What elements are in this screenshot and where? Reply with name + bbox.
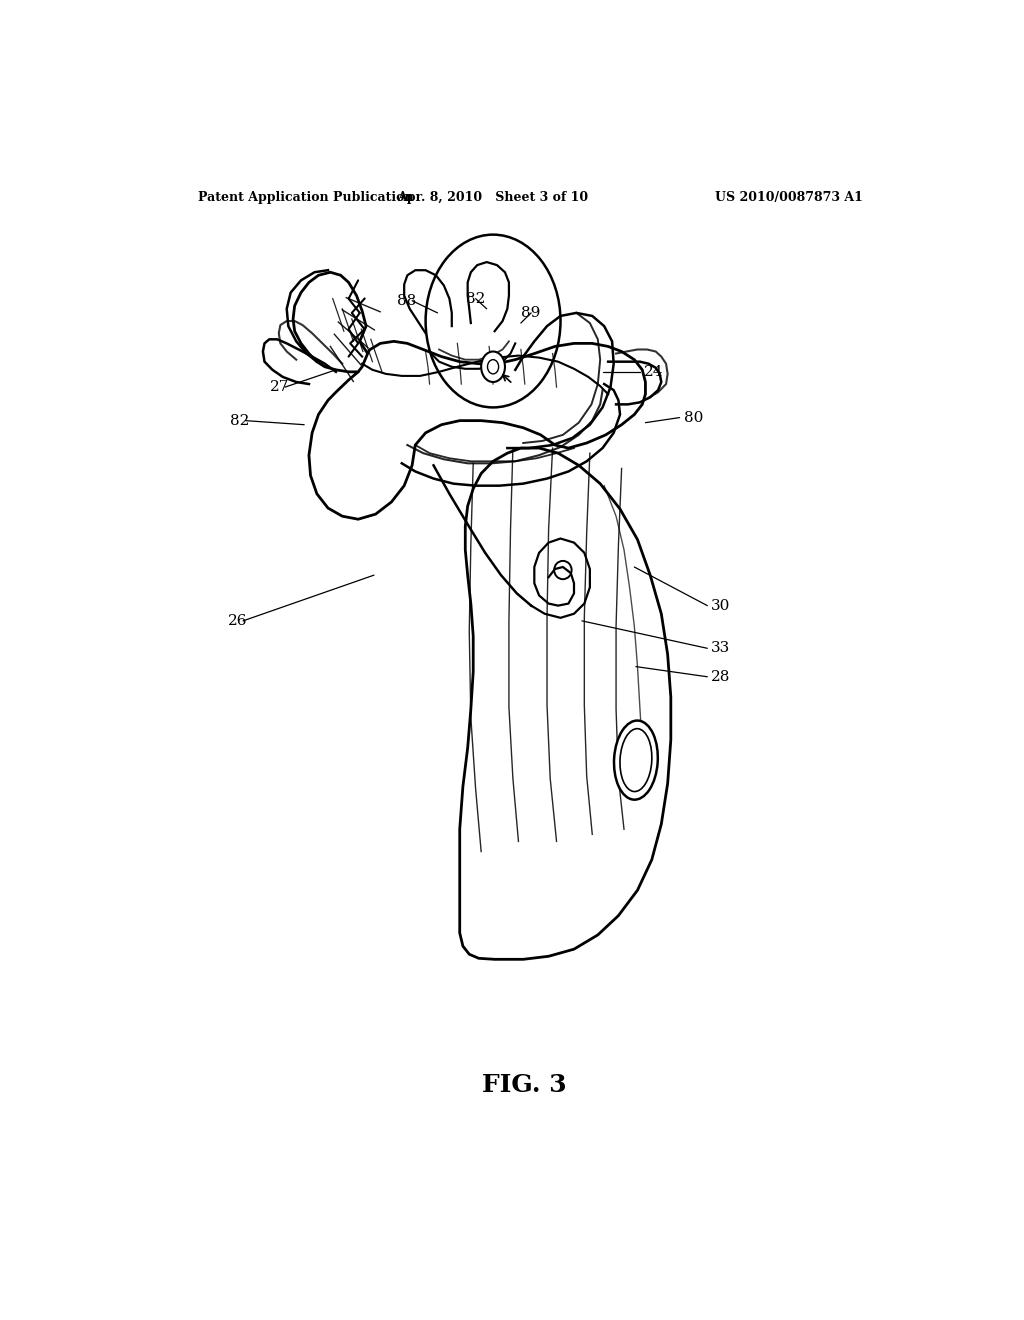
Text: 89: 89 [521,306,541,319]
Text: 27: 27 [269,380,289,395]
Circle shape [481,351,505,381]
Polygon shape [293,272,368,372]
Text: 88: 88 [397,293,416,308]
Polygon shape [460,447,671,960]
Ellipse shape [614,721,657,800]
Text: FIG. 3: FIG. 3 [482,1073,567,1097]
Text: 33: 33 [712,642,730,655]
Text: 80: 80 [684,411,702,425]
Text: Patent Application Publication: Patent Application Publication [198,190,414,203]
Text: 82: 82 [230,413,250,428]
Text: 82: 82 [466,292,485,306]
Text: 28: 28 [712,669,731,684]
Text: US 2010/0087873 A1: US 2010/0087873 A1 [715,190,863,203]
Polygon shape [309,342,645,519]
Circle shape [487,359,499,374]
Text: 26: 26 [227,614,247,628]
Text: Apr. 8, 2010   Sheet 3 of 10: Apr. 8, 2010 Sheet 3 of 10 [397,190,589,203]
Text: 24: 24 [644,364,664,379]
Text: 30: 30 [712,598,731,612]
Ellipse shape [620,729,652,792]
